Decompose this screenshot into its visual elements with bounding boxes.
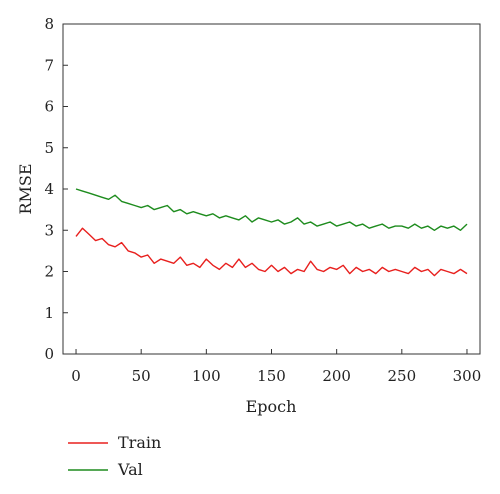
y-tick-label: 7 <box>44 56 54 74</box>
x-tick-label: 100 <box>192 367 221 385</box>
y-tick-label: 4 <box>44 180 54 198</box>
x-axis: 0 50 100 150 200 250 300 <box>71 349 481 385</box>
series-line-train <box>75 227 468 277</box>
series-layer <box>75 188 468 277</box>
x-tick-label: 150 <box>257 367 286 385</box>
y-tick-label: 1 <box>44 304 54 322</box>
y-tick-label: 3 <box>44 221 54 239</box>
x-tick-label: 300 <box>453 367 482 385</box>
plot-frame <box>62 23 481 355</box>
y-axis: 0 1 2 3 4 5 6 7 8 <box>44 15 68 363</box>
y-tick-label: 0 <box>44 345 54 363</box>
y-tick-label: 5 <box>44 139 54 157</box>
legend-label-train: Train <box>118 433 161 452</box>
legend: Train Val <box>68 433 161 479</box>
legend-label-val: Val <box>117 460 143 479</box>
y-tick-label: 2 <box>44 263 54 281</box>
x-tick-label: 0 <box>71 367 81 385</box>
series-line-val <box>75 188 468 232</box>
x-axis-label: Epoch <box>246 397 297 416</box>
x-tick-label: 50 <box>132 367 151 385</box>
y-tick-label: 6 <box>44 98 54 116</box>
y-axis-label: RMSE <box>16 163 35 214</box>
y-tick-label: 8 <box>44 15 54 33</box>
x-tick-label: 200 <box>322 367 351 385</box>
x-tick-label: 250 <box>387 367 416 385</box>
